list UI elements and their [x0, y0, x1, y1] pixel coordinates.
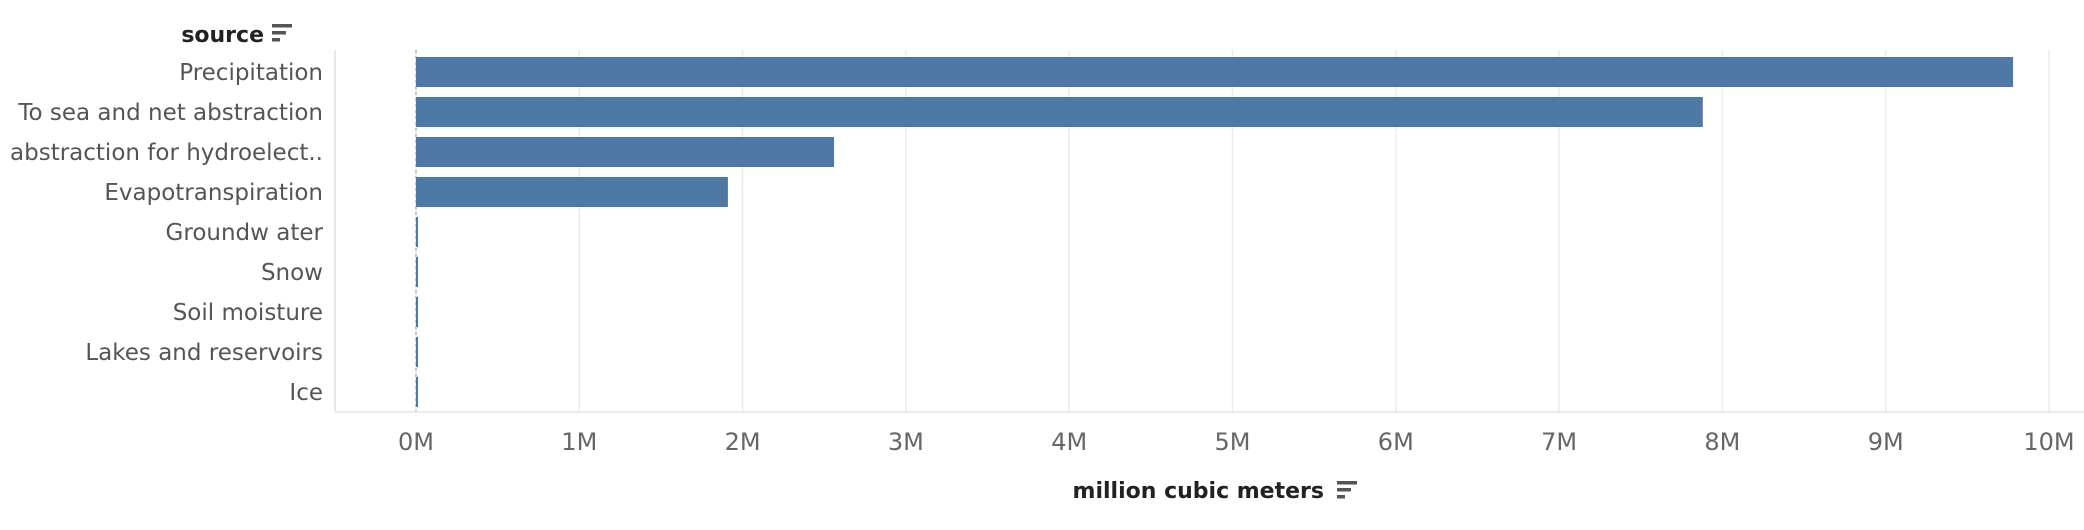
bar[interactable] [416, 257, 418, 287]
x-tick-label: 3M [888, 428, 924, 456]
category-label[interactable]: Precipitation [179, 60, 323, 86]
x-tick-label: 2M [725, 428, 761, 456]
x-tick-label: 8M [1704, 428, 1740, 456]
x-tick-label: 1M [561, 428, 597, 456]
x-axis-title[interactable]: million cubic meters [1073, 479, 1324, 504]
bar[interactable] [416, 177, 728, 207]
category-labels: Precipitation To sea and net abstraction a… [10, 60, 324, 406]
x-tick-label: 0M [398, 428, 434, 456]
x-tick-label: 5M [1215, 428, 1251, 456]
bar[interactable] [416, 137, 835, 167]
bars [416, 57, 2014, 407]
sort-descending-icon[interactable] [272, 24, 292, 42]
x-tick-label: 4M [1051, 428, 1087, 456]
category-label[interactable]: abstraction for hydroelect.. [10, 140, 323, 166]
sort-descending-icon[interactable] [1337, 481, 1357, 499]
category-label[interactable]: Ice [289, 380, 323, 406]
category-label[interactable]: To sea and net abstraction [17, 100, 323, 126]
bar[interactable] [416, 297, 418, 327]
bar[interactable] [416, 217, 418, 247]
x-tick-label: 7M [1541, 428, 1577, 456]
bar[interactable] [416, 97, 1703, 127]
category-label[interactable]: Soil moisture [173, 300, 323, 326]
bar[interactable] [416, 337, 418, 367]
category-label[interactable]: Snow [261, 260, 323, 286]
x-tick-label: 9M [1868, 428, 1904, 456]
bar[interactable] [416, 377, 418, 407]
y-axis-title[interactable]: source [181, 23, 264, 48]
bar[interactable] [416, 57, 2014, 87]
x-tick-label: 10M [2023, 428, 2074, 456]
x-tick-label: 6M [1378, 428, 1414, 456]
category-label[interactable]: Groundw ater [166, 220, 324, 246]
category-label[interactable]: Lakes and reservoirs [85, 340, 323, 366]
x-tick-labels: 0M 1M 2M 3M 4M 5M 6M 7M 8M 9M 10M [398, 428, 2075, 456]
category-label[interactable]: Evapotranspiration [104, 180, 323, 206]
